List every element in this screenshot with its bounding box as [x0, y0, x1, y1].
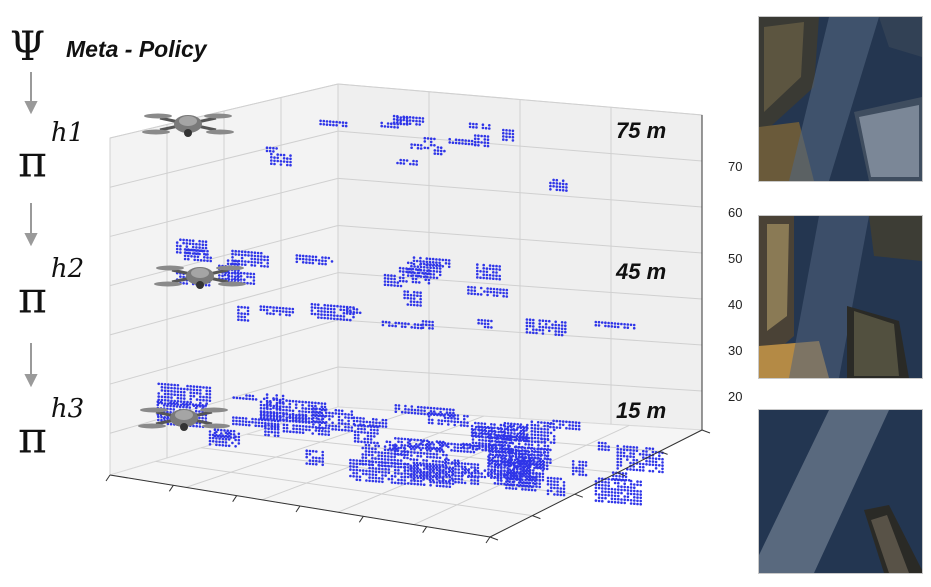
aerial-city-photo	[759, 216, 922, 378]
policy-symbol: π	[18, 136, 47, 188]
policy-level: h2	[50, 254, 85, 284]
grid-lines	[109, 83, 703, 526]
policy-symbol: π	[18, 412, 47, 464]
aerial-city-photo	[759, 17, 922, 181]
drone-icon	[138, 407, 230, 431]
policy-h3: πh3	[18, 396, 84, 464]
occupancy-level	[265, 114, 568, 192]
altitude-label-45: 45 m	[616, 259, 667, 284]
drone-icon	[154, 265, 246, 289]
y-axis-line	[489, 429, 703, 538]
z-tick-70: 70	[728, 159, 743, 174]
z-tick-40: 40	[728, 297, 743, 312]
policy-level: h3	[50, 394, 85, 424]
aerial-city-photo	[759, 410, 922, 573]
drone-icon	[142, 113, 234, 137]
policy-level: h1	[50, 118, 85, 148]
x-axis-ticks	[105, 429, 711, 544]
policy-symbol: π	[18, 272, 47, 324]
policy-h2: πh2	[18, 256, 84, 324]
psi-symbol: Ψ	[10, 24, 46, 70]
z-tick-60: 60	[728, 205, 743, 220]
aerial-photo-75m	[758, 16, 923, 182]
aerial-photo-15m	[758, 409, 923, 574]
aerial-photo-45m	[758, 215, 923, 379]
z-tick-50: 50	[728, 251, 743, 266]
policy-h1: πh1	[18, 120, 84, 188]
meta-policy-title: Meta - Policy	[66, 36, 207, 62]
altitude-label-15: 15 m	[616, 398, 667, 423]
altitude-label-75: 75 m	[616, 118, 667, 143]
z-tick-30: 30	[728, 343, 743, 358]
hierarchy-arrows	[24, 72, 38, 388]
occupancy-level	[156, 382, 664, 506]
z-tick-20: 20	[728, 389, 743, 404]
